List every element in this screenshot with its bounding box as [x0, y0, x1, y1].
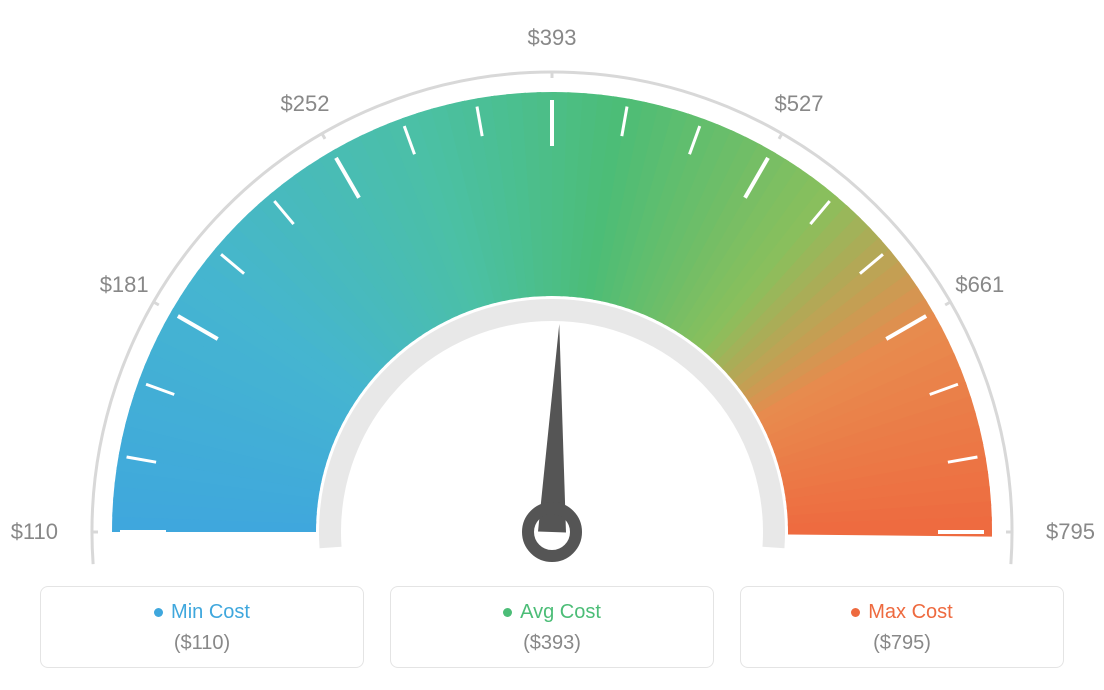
- legend-label: Avg Cost: [520, 601, 601, 624]
- gauge-tick-label: $393: [528, 25, 577, 51]
- gauge-tick-label: $795: [1046, 519, 1095, 545]
- legend-label: Min Cost: [171, 601, 250, 624]
- legend-title-max: Max Cost: [851, 601, 952, 624]
- gauge-chart: $110 $181 $252 $393 $527 $661 $795: [0, 0, 1104, 560]
- gauge-tick-label: $661: [955, 272, 1004, 298]
- dot-icon: [851, 608, 860, 617]
- dot-icon: [154, 608, 163, 617]
- gauge-svg: [22, 20, 1082, 580]
- gauge-tick-label: $527: [775, 91, 824, 117]
- gauge-tick-label: $181: [100, 272, 149, 298]
- legend-title-min: Min Cost: [154, 601, 250, 624]
- gauge-tick-label: $110: [11, 519, 58, 545]
- legend-row: Min Cost ($110) Avg Cost ($393) Max Cost…: [0, 586, 1104, 668]
- legend-value: ($110): [51, 632, 353, 655]
- legend-card-avg: Avg Cost ($393): [390, 586, 714, 668]
- legend-card-max: Max Cost ($795): [740, 586, 1064, 668]
- legend-card-min: Min Cost ($110): [40, 586, 364, 668]
- gauge-tick-label: $252: [281, 91, 330, 117]
- legend-title-avg: Avg Cost: [503, 601, 601, 624]
- legend-label: Max Cost: [868, 601, 952, 624]
- cost-gauge-container: $110 $181 $252 $393 $527 $661 $795 Min Cost ($…: [0, 0, 1104, 690]
- legend-value: ($795): [751, 632, 1053, 655]
- dot-icon: [503, 608, 512, 617]
- legend-value: ($393): [401, 632, 703, 655]
